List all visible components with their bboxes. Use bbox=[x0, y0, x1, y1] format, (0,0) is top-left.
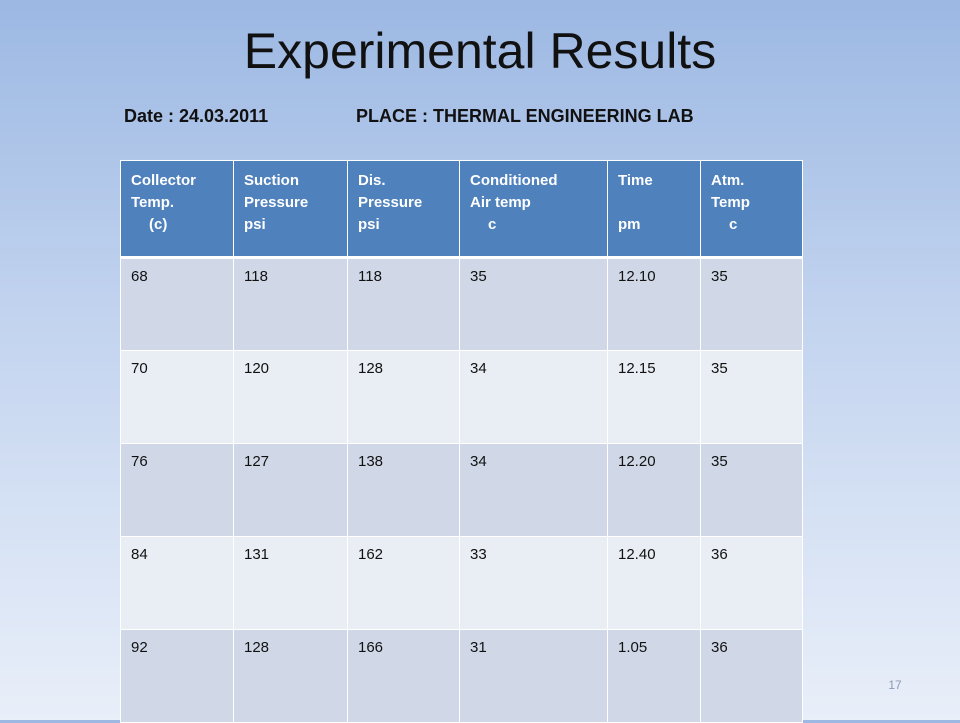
table-cell: 12.10 bbox=[607, 257, 701, 351]
table-body: 68 118 118 35 12.10 35 70 120 128 34 12.15 35 76 127 1… bbox=[120, 257, 803, 723]
header-text: c bbox=[729, 216, 738, 233]
table-cell: 138 bbox=[347, 443, 460, 537]
table-row: 84 131 162 33 12.40 36 bbox=[120, 536, 803, 630]
table-cell: 128 bbox=[233, 629, 348, 723]
header-row: Collector Temp. (c) Suction Pressure psi Dis. P… bbox=[120, 160, 803, 259]
table-cell: 68 bbox=[120, 257, 234, 351]
table-cell: 34 bbox=[459, 443, 608, 537]
table-cell: 70 bbox=[120, 350, 234, 444]
table-cell: 31 bbox=[459, 629, 608, 723]
header-text: Atm. bbox=[711, 172, 745, 189]
header-text: Dis. bbox=[358, 172, 386, 189]
table-cell: 12.40 bbox=[607, 536, 701, 630]
header-text: Pressure bbox=[358, 194, 423, 211]
table-row: 92 128 166 31 1.05 36 bbox=[120, 629, 803, 723]
table-cell: 120 bbox=[233, 350, 348, 444]
table-cell: 35 bbox=[700, 443, 803, 537]
table-cell: 92 bbox=[120, 629, 234, 723]
results-table: Collector Temp. (c) Suction Pressure psi Dis. P… bbox=[120, 160, 803, 723]
header-text: c bbox=[488, 216, 497, 233]
page-number: 17 bbox=[888, 678, 902, 692]
header-text: psi bbox=[358, 216, 380, 233]
table-cell: 35 bbox=[700, 350, 803, 444]
header-cell: Dis. Pressure psi bbox=[347, 160, 460, 259]
table-row: 76 127 138 34 12.20 35 bbox=[120, 443, 803, 537]
table-cell: 128 bbox=[347, 350, 460, 444]
table-cell: 131 bbox=[233, 536, 348, 630]
table-cell: 35 bbox=[700, 257, 803, 351]
table-cell: 35 bbox=[459, 257, 608, 351]
table-row: 70 120 128 34 12.15 35 bbox=[120, 350, 803, 444]
header-cell: Conditioned Air temp c bbox=[459, 160, 608, 259]
header-text: Conditioned bbox=[470, 172, 558, 189]
table-cell: 127 bbox=[233, 443, 348, 537]
table-cell: 1.05 bbox=[607, 629, 701, 723]
header-text: (c) bbox=[149, 216, 168, 233]
header-text: Temp. bbox=[131, 194, 175, 211]
table-cell: 118 bbox=[233, 257, 348, 351]
header-cell: Time pm bbox=[607, 160, 701, 259]
header-text: Time bbox=[618, 172, 653, 189]
header-text: Pressure bbox=[244, 194, 309, 211]
table-cell: 33 bbox=[459, 536, 608, 630]
header-text: Air temp bbox=[470, 194, 531, 211]
table-cell: 12.20 bbox=[607, 443, 701, 537]
header-text: Suction bbox=[244, 172, 299, 189]
table-cell: 36 bbox=[700, 536, 803, 630]
header-text: Temp bbox=[711, 194, 750, 211]
table-row: 68 118 118 35 12.10 35 bbox=[120, 257, 803, 351]
table-cell: 162 bbox=[347, 536, 460, 630]
header-cell: Suction Pressure psi bbox=[233, 160, 348, 259]
header-text: pm bbox=[618, 216, 641, 233]
table-cell: 118 bbox=[347, 257, 460, 351]
table-cell: 12.15 bbox=[607, 350, 701, 444]
table-cell: 34 bbox=[459, 350, 608, 444]
place-label: PLACE : THERMAL ENGINEERING LAB bbox=[356, 106, 694, 126]
table-cell: 84 bbox=[120, 536, 234, 630]
date-label: Date : 24.03.2011 bbox=[124, 106, 269, 126]
header-cell: Atm. Temp c bbox=[700, 160, 803, 259]
table-cell: 36 bbox=[700, 629, 803, 723]
header-text: psi bbox=[244, 216, 266, 233]
slide-title: Experimental Results bbox=[243, 23, 717, 79]
table-cell: 76 bbox=[120, 443, 234, 537]
table-cell: 166 bbox=[347, 629, 460, 723]
header-text: Collector bbox=[131, 172, 197, 189]
header-cell: Collector Temp. (c) bbox=[120, 160, 234, 259]
